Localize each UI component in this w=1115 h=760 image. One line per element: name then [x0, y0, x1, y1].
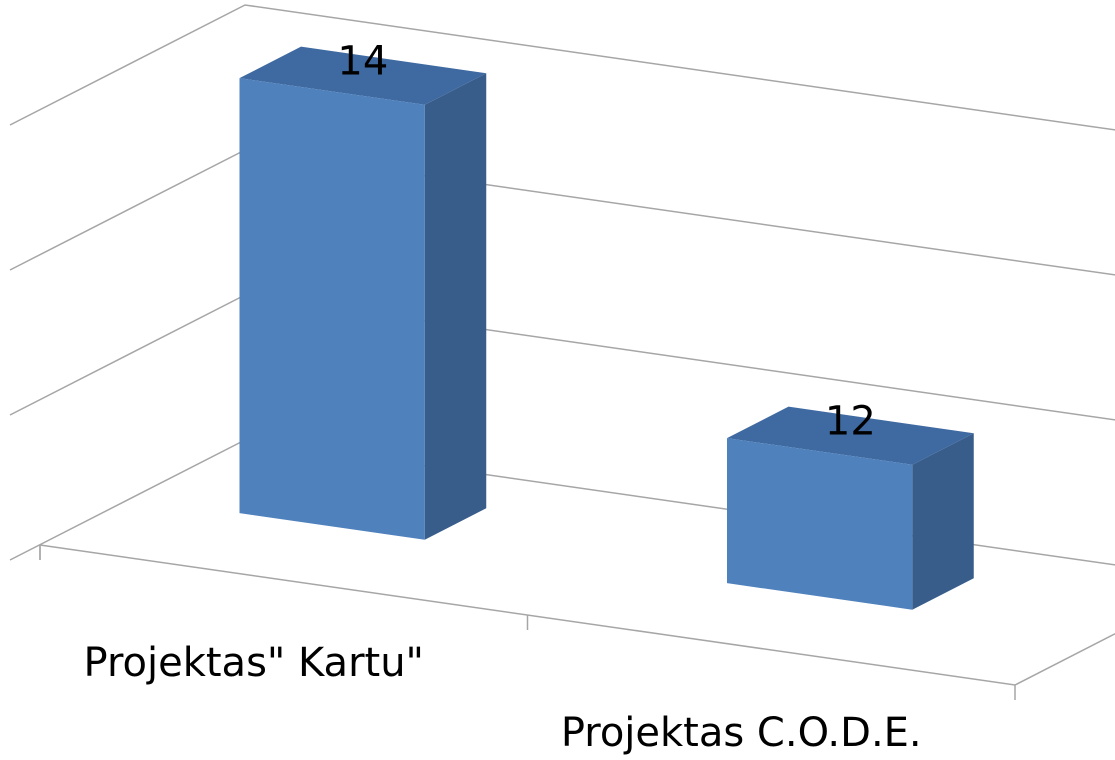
value-label: 14	[337, 39, 388, 85]
bar-side	[912, 433, 974, 610]
x-tick-label: Projektas C.O.D.E.	[561, 710, 922, 756]
bar-front	[239, 78, 425, 540]
bar-top	[727, 406, 974, 465]
x-tick-label: Projektas" Kartu"	[84, 640, 424, 686]
bar-top	[239, 46, 487, 105]
grid-line	[9, 4, 1115, 131]
grid-line	[9, 149, 1115, 276]
bar-side	[424, 73, 487, 540]
bar-front	[727, 438, 913, 610]
grid-line	[9, 294, 1115, 421]
value-label: 12	[825, 399, 876, 445]
